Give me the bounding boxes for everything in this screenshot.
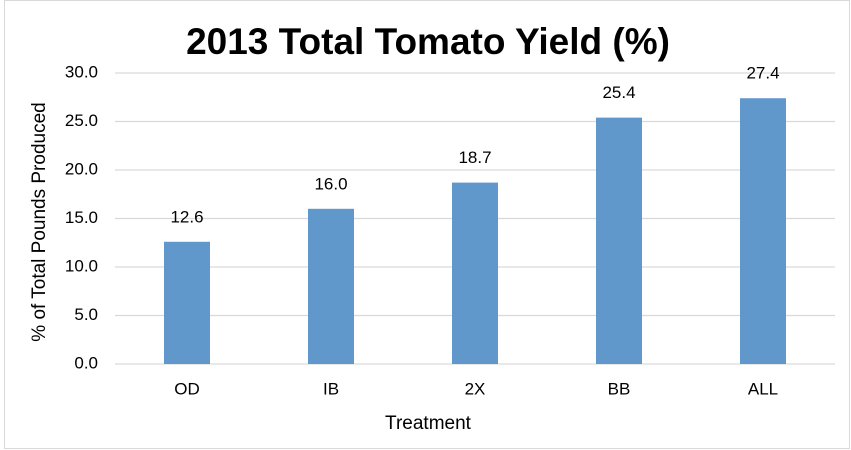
y-tick-label: 25.0 — [65, 111, 98, 130]
data-label: 25.4 — [602, 83, 635, 102]
y-tick-label: 30.0 — [65, 62, 98, 81]
chart-border — [4, 0, 850, 449]
x-tick-label: IB — [323, 379, 339, 398]
data-label: 12.6 — [170, 207, 203, 226]
bar — [308, 208, 354, 364]
bar — [596, 117, 642, 365]
y-tick-label: 0.0 — [74, 353, 98, 372]
x-tick-label: ALL — [748, 379, 778, 398]
x-axis-label: Treatment — [385, 413, 472, 434]
data-label: 16.0 — [314, 174, 347, 193]
y-tick-label: 15.0 — [65, 208, 98, 227]
bar — [452, 182, 498, 364]
x-tick-label: BB — [608, 379, 631, 398]
y-tick-label: 5.0 — [74, 305, 98, 324]
y-tick-label: 20.0 — [65, 159, 98, 178]
y-axis-label: % of Total Pounds Produced — [29, 102, 50, 341]
bar — [740, 98, 786, 364]
data-label: 18.7 — [458, 148, 491, 167]
x-tick-label: OD — [174, 379, 200, 398]
x-tick-label: 2X — [465, 379, 486, 398]
bar — [164, 241, 210, 364]
data-label: 27.4 — [746, 64, 779, 83]
y-tick-label: 10.0 — [65, 256, 98, 275]
chart-title: 2013 Total Tomato Yield (%) — [186, 21, 670, 62]
